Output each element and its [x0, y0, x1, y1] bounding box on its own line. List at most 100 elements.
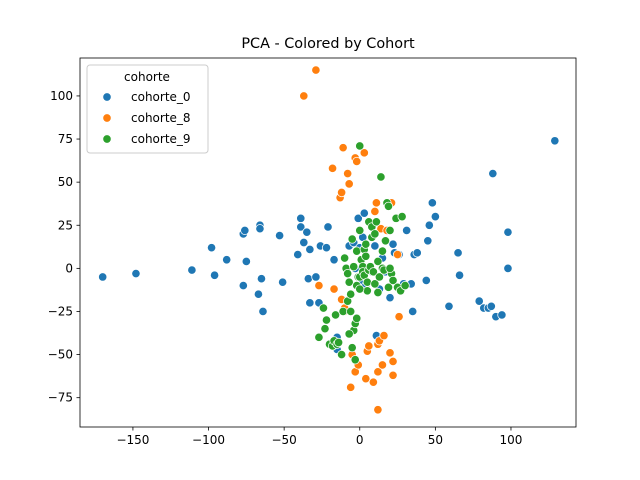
- data-point-cohorte_9: [400, 281, 410, 291]
- data-point-cohorte_9: [370, 229, 380, 239]
- data-point-cohorte_9: [346, 306, 356, 317]
- data-point-cohorte_8: [388, 370, 398, 380]
- data-point-cohorte_0: [275, 231, 285, 241]
- plot-frame: [79, 57, 577, 428]
- data-point-cohorte_8: [361, 374, 371, 384]
- data-point-cohorte_9: [355, 141, 365, 151]
- data-point-cohorte_8: [379, 331, 389, 341]
- data-point-cohorte_0: [353, 213, 363, 223]
- data-point-cohorte_0: [321, 243, 332, 253]
- data-point-cohorte_8: [299, 91, 309, 101]
- data-point-cohorte_9: [383, 282, 394, 292]
- legend-title: cohorte: [124, 70, 170, 84]
- legend-box: [86, 64, 209, 154]
- y-tick-label: 100: [50, 89, 73, 103]
- data-point-cohorte_0: [210, 270, 220, 280]
- data-point-cohorte_9: [371, 217, 381, 227]
- data-point-cohorte_9: [337, 350, 347, 360]
- data-point-cohorte_9: [385, 225, 395, 236]
- data-point-cohorte_0: [427, 198, 437, 208]
- data-point-cohorte_9: [347, 343, 357, 353]
- data-point-cohorte_9: [338, 306, 348, 317]
- data-point-cohorte_0: [454, 270, 465, 280]
- x-tick-label: −150: [116, 433, 149, 447]
- y-tick-label: −75: [48, 391, 73, 405]
- data-point-cohorte_0: [444, 301, 454, 311]
- data-point-cohorte_9: [397, 212, 407, 222]
- data-point-cohorte_8: [346, 382, 356, 392]
- data-point-cohorte_0: [329, 255, 339, 265]
- data-point-cohorte_8: [370, 206, 380, 217]
- y-tick-label: −50: [48, 348, 73, 362]
- data-point-cohorte_9: [344, 277, 354, 287]
- data-point-cohorte_8: [311, 65, 321, 75]
- data-point-cohorte_8: [327, 163, 338, 173]
- data-point-cohorte_9: [352, 246, 362, 256]
- x-tick-label: −100: [192, 433, 225, 447]
- data-point-cohorte_0: [131, 268, 141, 279]
- data-point-cohorte_0: [497, 310, 507, 320]
- data-point-cohorte_9: [346, 289, 356, 299]
- data-point-cohorte_0: [253, 289, 264, 299]
- data-point-cohorte_0: [305, 244, 315, 254]
- data-point-cohorte_0: [486, 301, 496, 311]
- data-point-cohorte_9: [330, 310, 341, 320]
- data-point-cohorte_8: [314, 281, 324, 291]
- legend: cohorte cohorte_0 cohorte_8 cohorte_9: [86, 64, 209, 154]
- data-point-cohorte_8: [385, 348, 395, 358]
- legend-label: cohorte_8: [131, 111, 191, 125]
- data-point-cohorte_9: [343, 268, 353, 279]
- legend-marker-cohorte_8: [102, 113, 112, 123]
- data-point-cohorte_8: [371, 198, 381, 208]
- data-point-cohorte_0: [385, 293, 395, 303]
- data-point-cohorte_0: [299, 237, 309, 248]
- data-point-cohorte_0: [305, 298, 315, 308]
- data-point-cohorte_0: [240, 225, 250, 236]
- data-point-cohorte_0: [430, 212, 440, 222]
- y-tick-label: 75: [58, 132, 73, 146]
- data-point-cohorte_8: [368, 377, 378, 387]
- data-point-cohorte_0: [278, 277, 288, 287]
- data-point-cohorte_9: [373, 256, 383, 267]
- data-point-cohorte_0: [423, 236, 433, 246]
- data-point-cohorte_9: [355, 284, 365, 294]
- data-point-cohorte_0: [187, 265, 197, 275]
- data-point-cohorte_8: [352, 156, 362, 167]
- data-point-cohorte_0: [550, 136, 560, 146]
- x-tick-label: 100: [500, 433, 523, 447]
- data-point-cohorte_9: [318, 303, 329, 313]
- y-tick-label: 25: [58, 218, 73, 232]
- data-point-cohorte_9: [347, 234, 357, 244]
- data-point-cohorte_0: [98, 272, 108, 282]
- data-point-cohorte_0: [323, 222, 333, 232]
- data-point-cohorte_9: [376, 172, 386, 182]
- data-point-cohorte_0: [421, 275, 431, 286]
- data-point-cohorte_8: [373, 405, 383, 415]
- data-point-cohorte_9: [362, 277, 372, 287]
- data-point-cohorte_0: [503, 263, 513, 273]
- data-point-cohorte_9: [368, 267, 378, 277]
- x-tick-label: −50: [271, 433, 296, 447]
- data-point-cohorte_0: [388, 239, 398, 249]
- legend-label: cohorte_0: [131, 90, 191, 104]
- data-point-cohorte_0: [206, 243, 217, 253]
- chart-title: PCA - Colored by Cohort: [241, 36, 415, 52]
- data-point-cohorte_0: [293, 249, 303, 260]
- data-point-cohorte_0: [311, 272, 321, 282]
- data-point-cohorte_9: [321, 315, 332, 325]
- data-point-cohorte_0: [302, 227, 312, 237]
- data-point-cohorte_9: [383, 201, 394, 211]
- data-point-cohorte_0: [303, 274, 313, 284]
- data-point-cohorte_8: [364, 341, 374, 351]
- data-point-cohorte_9: [388, 275, 398, 286]
- data-point-cohorte_8: [329, 284, 339, 294]
- data-point-cohorte_9: [361, 251, 371, 261]
- data-point-cohorte_9: [377, 246, 388, 256]
- data-point-cohorte_0: [238, 281, 248, 291]
- data-point-cohorte_0: [412, 248, 422, 258]
- x-tick-label: 50: [428, 433, 443, 447]
- data-point-cohorte_0: [424, 220, 434, 230]
- y-tick-label: −25: [48, 304, 73, 318]
- data-point-cohorte_0: [474, 296, 484, 306]
- data-point-cohorte_0: [359, 208, 369, 218]
